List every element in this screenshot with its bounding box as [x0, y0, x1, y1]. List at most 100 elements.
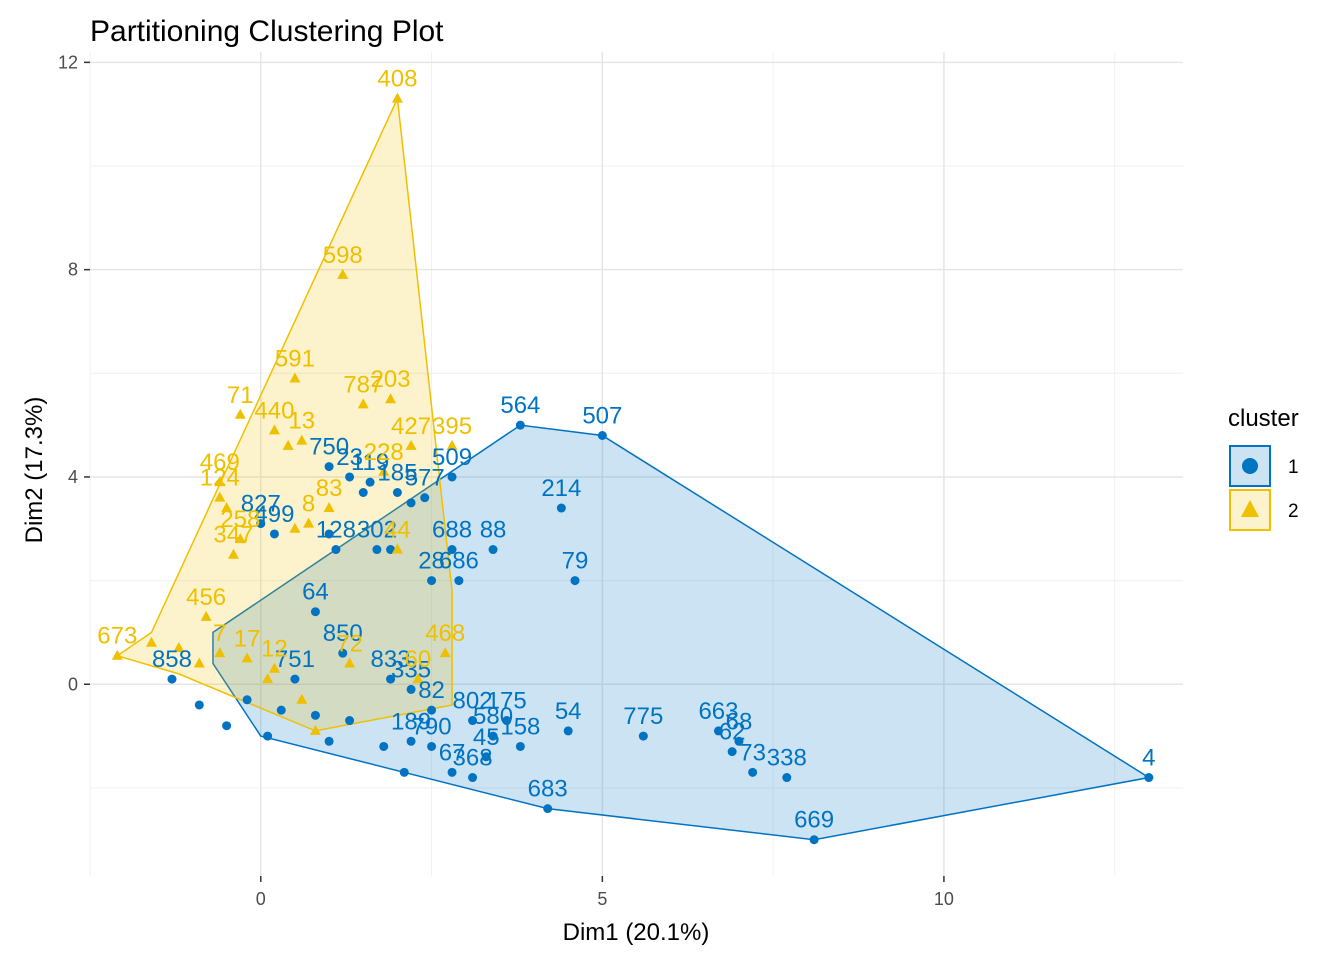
- point-label: 395: [432, 413, 472, 440]
- point-cluster-2: [439, 647, 451, 658]
- point-cluster-1: [324, 529, 334, 539]
- point-label: 468: [425, 620, 465, 647]
- point-cluster-1: [515, 741, 525, 751]
- legend-key-circle: [1242, 458, 1258, 474]
- point-label: 67: [439, 739, 466, 766]
- point-cluster-1: [809, 835, 819, 845]
- legend-key-triangle: [1241, 500, 1259, 517]
- point-cluster-1: [167, 674, 177, 684]
- point-cluster-1: [447, 545, 457, 555]
- chart-title: Partitioning Clustering Plot: [90, 15, 444, 48]
- point-label: 214: [541, 475, 581, 502]
- point-label: 499: [254, 501, 294, 528]
- point-label: 71: [227, 382, 254, 409]
- point-cluster-2: [446, 439, 458, 450]
- point-cluster-1: [1144, 773, 1154, 783]
- point-cluster-1: [310, 710, 320, 720]
- point-label: 4: [1142, 745, 1155, 772]
- point-label: 119: [351, 449, 389, 476]
- point-label: 128: [316, 517, 356, 544]
- point-cluster-2: [296, 693, 308, 704]
- point-cluster-1: [727, 747, 737, 757]
- x-tick-label: 5: [597, 889, 607, 909]
- point-label: 598: [323, 242, 363, 269]
- point-cluster-2: [241, 652, 253, 663]
- point-cluster-2: [337, 268, 349, 279]
- point-cluster-1: [468, 716, 478, 726]
- point-cluster-1: [481, 752, 491, 762]
- point-cluster-1: [392, 488, 402, 498]
- point-cluster-1: [256, 519, 266, 529]
- point-cluster-1: [290, 674, 300, 684]
- point-cluster-1: [638, 731, 648, 741]
- point-cluster-1: [515, 420, 525, 430]
- axis-ticks: 0 5 10 0 4 8 12: [58, 52, 954, 909]
- point-label: 23: [336, 444, 363, 471]
- point-cluster-2: [262, 673, 274, 684]
- point-cluster-2: [391, 543, 403, 554]
- point-label: 827: [241, 491, 281, 518]
- point-cluster-2: [323, 502, 335, 513]
- legend-key-1: [1229, 445, 1271, 487]
- point-cluster-2: [309, 724, 321, 735]
- point-label: 787: [343, 371, 383, 398]
- point-cluster-1: [345, 716, 355, 726]
- point-cluster-1: [276, 705, 286, 715]
- point-cluster-1: [386, 674, 396, 684]
- point-cluster-1: [734, 736, 744, 746]
- point-label: 302: [357, 517, 397, 544]
- point-cluster-1: [447, 472, 457, 482]
- point-label: 68: [726, 708, 753, 735]
- point-label: 12: [261, 636, 288, 663]
- point-cluster-2: [296, 434, 308, 445]
- point-label: 79: [562, 548, 589, 575]
- point-cluster-1: [331, 545, 341, 555]
- point-label: 228: [364, 439, 404, 466]
- point-label: 802: [453, 688, 493, 715]
- point-label: 60: [405, 646, 432, 673]
- point-label: 335: [391, 656, 431, 683]
- y-tick-label: 8: [68, 260, 78, 280]
- point-label: 54: [555, 698, 582, 725]
- point-cluster-1: [447, 767, 457, 777]
- point-cluster-2: [214, 647, 226, 658]
- point-cluster-1: [338, 648, 348, 658]
- point-cluster-1: [194, 700, 204, 710]
- point-cluster-2: [268, 662, 280, 673]
- point-label: 368: [453, 745, 493, 772]
- legend-label-1: 1: [1288, 457, 1299, 478]
- point-label: 591: [275, 345, 315, 372]
- point-label: 663: [698, 698, 738, 725]
- point-cluster-1: [222, 721, 232, 731]
- point-cluster-1: [488, 731, 498, 741]
- point-cluster-1: [406, 684, 416, 694]
- point-cluster-2: [234, 533, 246, 544]
- point-label: 175: [487, 688, 527, 715]
- point-label: 751: [275, 646, 315, 673]
- cluster-hulls: [115, 95, 1151, 841]
- point-cluster-1: [324, 736, 334, 746]
- point-label: 28: [418, 548, 445, 575]
- point-label: 775: [623, 703, 663, 730]
- y-axis-title: Dim2 (17.3%): [21, 397, 48, 544]
- point-cluster-2: [357, 398, 369, 409]
- legend-title: cluster: [1228, 405, 1299, 432]
- point-cluster-1: [570, 576, 580, 586]
- point-cluster-2: [282, 439, 294, 450]
- point-cluster-1: [345, 472, 355, 482]
- point-cluster-1: [406, 498, 416, 508]
- point-cluster-1: [386, 545, 396, 555]
- point-cluster-2: [344, 657, 356, 668]
- point-cluster-2: [289, 372, 301, 383]
- point-label: 62: [719, 719, 746, 746]
- point-label: 673: [97, 623, 137, 650]
- point-label: 669: [794, 807, 834, 834]
- point-cluster-2: [227, 548, 239, 559]
- point-label: 185: [377, 460, 417, 487]
- y-tick-label: 4: [68, 467, 78, 487]
- point-label: 124: [200, 465, 240, 492]
- y-tick-label: 12: [58, 52, 78, 72]
- point-cluster-1: [379, 741, 389, 751]
- point-cluster-2: [234, 408, 246, 419]
- point-cluster-1: [488, 545, 498, 555]
